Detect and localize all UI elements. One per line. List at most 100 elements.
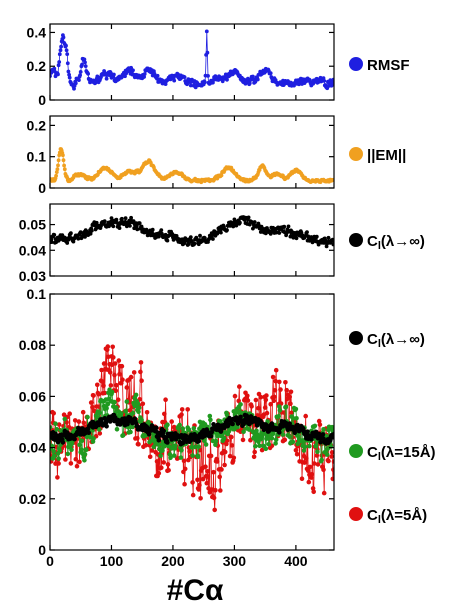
data-point [83,235,87,239]
data-point [89,228,94,233]
data-point [73,456,79,462]
data-point [150,227,155,232]
data-point [294,416,299,421]
data-point [159,465,164,471]
data-point [229,434,234,440]
data-point [304,456,309,461]
data-point [53,421,58,427]
data-point [171,424,177,430]
data-point [127,224,132,228]
data-point [68,461,74,466]
data-point [293,406,299,412]
data-point [112,361,118,366]
data-point [56,461,61,466]
data-point [198,496,203,501]
data-point [277,404,282,409]
data-point [306,479,312,485]
data-point [209,487,214,492]
data-point [188,235,193,240]
data-point [211,237,215,241]
data-point [309,472,315,477]
data-point [183,433,189,439]
data-point [235,424,240,430]
data-point [315,462,321,467]
data-point [154,459,160,464]
data-point [90,405,95,410]
data-point [57,52,62,57]
data-point [55,475,60,480]
data-point [92,408,97,414]
data-point [219,173,224,178]
plot-frame [49,203,335,277]
data-point [180,426,186,431]
data-point [165,422,170,428]
data-point [187,449,192,454]
data-point [56,63,61,68]
data-point [56,422,62,427]
data-point [192,444,198,450]
data-point [237,384,242,389]
data-point [268,401,274,407]
data-point [130,424,135,430]
data-point [115,221,119,225]
data-point [101,383,106,389]
data-point [192,241,197,246]
data-point [52,453,57,459]
data-point [213,442,218,448]
data-point [255,77,260,82]
data-point [205,50,210,55]
legend-label: Cl(λ→∞) [367,233,425,252]
data-point [190,480,195,485]
data-point [272,394,277,400]
data-point [95,382,100,388]
data-point [77,442,82,448]
data-point [245,393,250,399]
data-point [270,374,276,380]
data-point [146,432,152,437]
panel-2: 0 0.1 0.2 ||EM|| [27,115,406,196]
data-point [147,454,153,460]
data-point [58,48,63,53]
data-point [128,429,133,435]
y-tick-label: 0.1 [27,149,47,165]
data-point [139,417,144,423]
data-point [185,407,190,412]
data-point [115,397,121,403]
data-point [189,445,194,450]
x-tick-label: 300 [223,553,247,569]
data-point [69,447,74,453]
data-point [56,72,60,77]
data-point [86,71,90,76]
data-point [320,432,326,437]
data-point [321,467,326,473]
data-point [67,75,72,80]
legend-marker [349,147,363,161]
data-point [302,460,307,465]
data-point [110,344,115,350]
data-point [72,86,76,91]
data-point [258,394,264,400]
data-point [221,435,227,441]
x-tick-label: 100 [100,553,124,569]
data-point [162,411,167,417]
data-point [138,360,144,365]
data-point [113,388,119,394]
data-point [72,436,77,442]
data-point [124,399,130,404]
data-point [160,448,165,453]
data-point [144,410,150,415]
data-point [104,424,109,429]
data-point [283,380,288,385]
data-point [271,398,277,404]
data-point [66,69,71,74]
data-point [54,170,59,175]
data-point [251,454,257,460]
data-point [312,461,317,466]
data-point [319,457,325,463]
data-point [156,470,162,476]
data-point [77,459,82,465]
data-point [238,402,243,407]
legend-marker [349,444,363,458]
data-point [196,438,202,444]
data-point [296,434,301,439]
